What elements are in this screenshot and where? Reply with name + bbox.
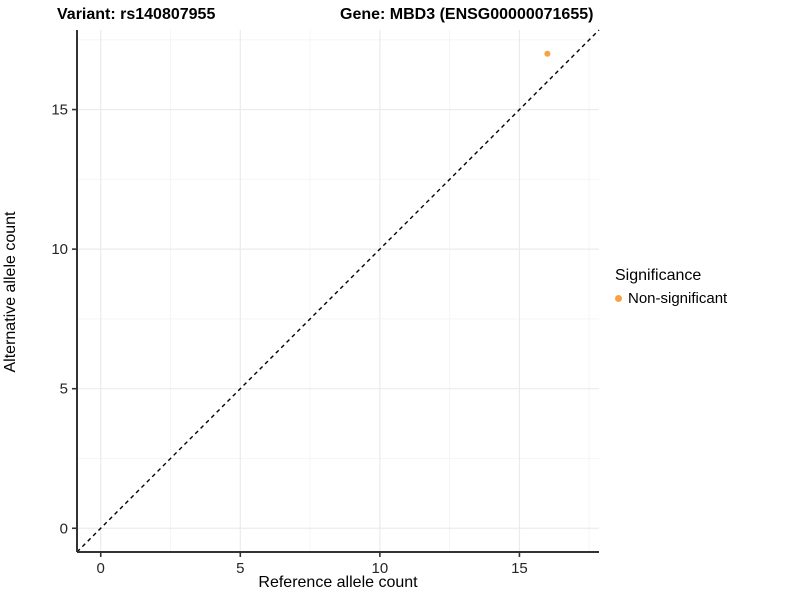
y-tick-label: 15 — [51, 102, 68, 119]
y-tick-label: 10 — [51, 241, 68, 258]
x-tick-label: 0 — [97, 560, 105, 577]
y-tick-label: 5 — [60, 381, 68, 398]
y-axis-title: Alternative allele count — [2, 52, 20, 532]
x-axis-title-text: Reference allele count — [258, 574, 418, 591]
x-tick-label: 15 — [511, 560, 528, 577]
x-tick-label: 10 — [372, 560, 389, 577]
x-tick-label: 5 — [236, 560, 244, 577]
legend-point-icon — [615, 295, 622, 302]
x-axis-title: Reference allele count — [0, 574, 676, 592]
y-axis-title-text: Alternative allele count — [2, 211, 19, 373]
variant-title: Variant: rs140807955 — [57, 6, 216, 23]
legend-title: Significance — [615, 267, 702, 284]
legend-entry-label: Non-significant — [628, 290, 728, 307]
legend-entry: Non-significant — [615, 290, 727, 307]
gene-title: Gene: MBD3 (ENSG00000071655) — [340, 6, 594, 23]
data-point — [544, 50, 551, 57]
identity-dashed-line — [76, 29, 600, 553]
legend: Significance Non-significant — [615, 267, 727, 307]
y-tick-label: 0 — [60, 520, 68, 537]
